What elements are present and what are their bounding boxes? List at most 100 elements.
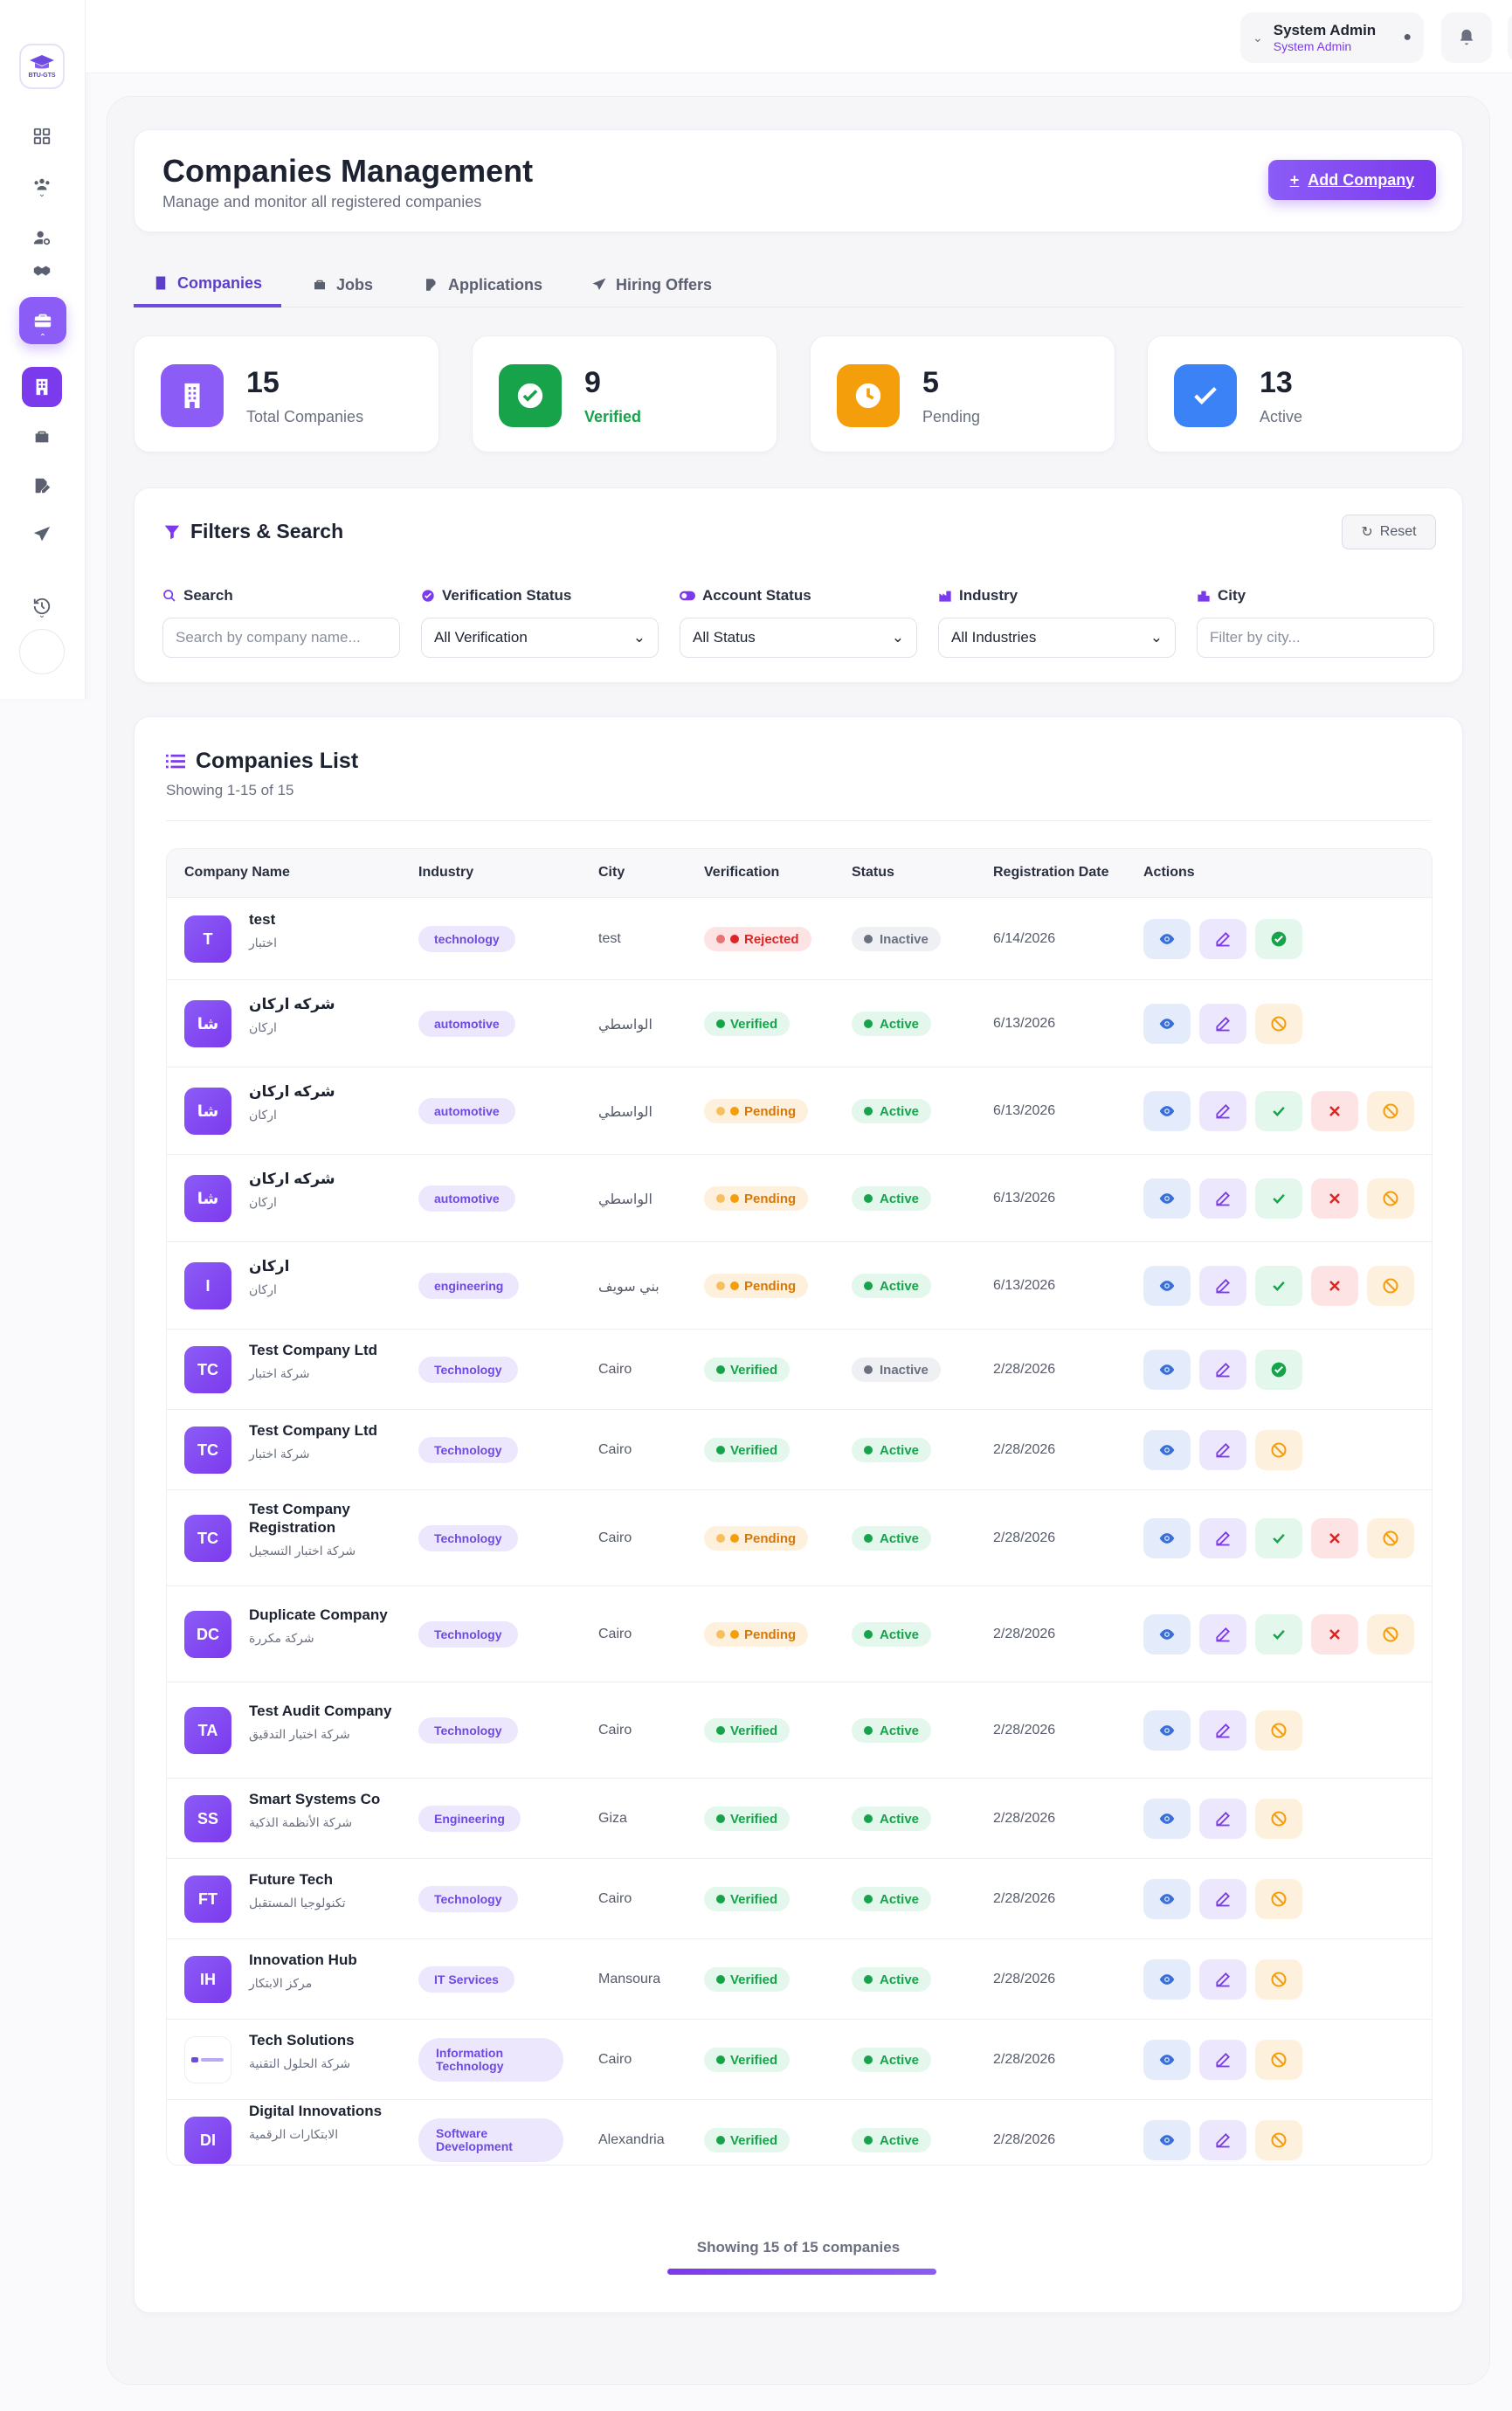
approve-button[interactable]: [1255, 1178, 1302, 1219]
view-button[interactable]: [1143, 1350, 1191, 1390]
reset-button[interactable]: ↻ Reset: [1342, 515, 1436, 549]
suspend-button[interactable]: [1367, 1178, 1414, 1219]
reject-button[interactable]: [1311, 1614, 1358, 1655]
edit-button[interactable]: [1199, 919, 1246, 959]
users-group-icon[interactable]: ⌄: [26, 169, 58, 201]
view-button[interactable]: [1143, 1004, 1191, 1044]
view-button[interactable]: [1143, 2120, 1191, 2160]
company-name[interactable]: Future Tech: [249, 1871, 334, 1888]
column-header[interactable]: Status: [852, 865, 894, 880]
company-name[interactable]: Tech Solutions: [249, 2032, 355, 2048]
paper-plane-icon[interactable]: [26, 519, 58, 550]
company-name[interactable]: Test Audit Company: [249, 1703, 392, 1719]
edit-button[interactable]: [1199, 1266, 1246, 1306]
view-button[interactable]: [1143, 1518, 1191, 1558]
account-status-select[interactable]: All Status ⌄: [680, 618, 917, 658]
edit-button[interactable]: [1199, 1430, 1246, 1470]
history-icon[interactable]: ⌄: [26, 591, 58, 622]
company-name[interactable]: شركه اركان: [249, 996, 335, 1012]
search-input[interactable]: [162, 618, 400, 658]
edit-button[interactable]: [1199, 1004, 1246, 1044]
view-button[interactable]: [1143, 1799, 1191, 1839]
view-button[interactable]: [1143, 1178, 1191, 1219]
view-button[interactable]: [1143, 1710, 1191, 1751]
reject-button[interactable]: [1311, 1266, 1358, 1306]
view-button[interactable]: [1143, 919, 1191, 959]
reject-button[interactable]: [1311, 1091, 1358, 1131]
company-name[interactable]: Test Company Registration: [249, 1501, 350, 1536]
activate-button[interactable]: [1255, 919, 1302, 959]
view-button[interactable]: [1143, 1430, 1191, 1470]
company-name[interactable]: Smart Systems Co: [249, 1791, 381, 1807]
view-button[interactable]: [1143, 1091, 1191, 1131]
user-settings-icon[interactable]: [26, 222, 58, 253]
company-name[interactable]: test: [249, 911, 276, 928]
approve-button[interactable]: [1255, 1614, 1302, 1655]
edit-button[interactable]: [1199, 1710, 1246, 1751]
edit-button[interactable]: [1199, 1518, 1246, 1558]
approve-button[interactable]: [1255, 1518, 1302, 1558]
column-header[interactable]: Industry: [418, 865, 474, 880]
company-name[interactable]: Innovation Hub: [249, 1952, 357, 1968]
handshake-icon[interactable]: [26, 255, 58, 287]
suspend-button[interactable]: [1367, 1091, 1414, 1131]
file-edit-icon[interactable]: [26, 470, 58, 501]
tab-hiring-offers[interactable]: Hiring Offers: [572, 262, 731, 307]
approve-button[interactable]: [1255, 1266, 1302, 1306]
edit-button[interactable]: [1199, 1091, 1246, 1131]
notifications-button[interactable]: [1441, 12, 1492, 63]
sidebar-toggle[interactable]: [19, 629, 65, 674]
view-button[interactable]: [1143, 1266, 1191, 1306]
briefcase-small-icon[interactable]: [26, 421, 58, 452]
edit-button[interactable]: [1199, 1959, 1246, 2000]
building-icon[interactable]: [22, 367, 62, 407]
tab-applications[interactable]: Applications: [404, 262, 562, 307]
suspend-button[interactable]: [1255, 1430, 1302, 1470]
view-button[interactable]: [1143, 2040, 1191, 2080]
company-name[interactable]: اركان: [249, 1258, 290, 1275]
column-header[interactable]: City: [598, 865, 625, 880]
company-name[interactable]: شركه اركان: [249, 1083, 335, 1100]
column-header[interactable]: Verification: [704, 865, 780, 880]
industry-select[interactable]: All Industries ⌄: [938, 618, 1176, 658]
suspend-button[interactable]: [1255, 1004, 1302, 1044]
edit-button[interactable]: [1199, 2120, 1246, 2160]
edit-button[interactable]: [1199, 1350, 1246, 1390]
verification-select[interactable]: All Verification ⌄: [421, 618, 659, 658]
add-company-button[interactable]: + Add Company: [1268, 160, 1436, 200]
edit-button[interactable]: [1199, 1799, 1246, 1839]
suspend-button[interactable]: [1255, 1959, 1302, 2000]
approve-button[interactable]: [1255, 1091, 1302, 1131]
suspend-button[interactable]: [1255, 2120, 1302, 2160]
tab-companies[interactable]: Companies: [134, 262, 282, 307]
suspend-button[interactable]: [1367, 1518, 1414, 1558]
view-button[interactable]: [1143, 1959, 1191, 2000]
edit-button[interactable]: [1199, 1614, 1246, 1655]
column-header[interactable]: Company Name: [184, 865, 290, 880]
edit-button[interactable]: [1199, 2040, 1246, 2080]
company-name[interactable]: شركه اركان: [249, 1171, 335, 1187]
dashboard-icon[interactable]: [26, 121, 58, 152]
reject-button[interactable]: [1311, 1178, 1358, 1219]
briefcase-icon[interactable]: ⌃: [19, 297, 66, 344]
company-name[interactable]: Test Company Ltd: [249, 1342, 378, 1358]
tab-jobs[interactable]: Jobs: [293, 262, 392, 307]
column-header[interactable]: Registration Date: [993, 865, 1109, 880]
activate-button[interactable]: [1255, 1350, 1302, 1390]
suspend-button[interactable]: [1255, 1799, 1302, 1839]
company-name[interactable]: Test Company Ltd: [249, 1422, 378, 1439]
reject-button[interactable]: [1311, 1518, 1358, 1558]
user-menu[interactable]: ⌄ System Admin System Admin ●: [1240, 12, 1424, 63]
suspend-button[interactable]: [1255, 2040, 1302, 2080]
suspend-button[interactable]: [1367, 1614, 1414, 1655]
app-logo[interactable]: BTU-GTS: [19, 44, 65, 89]
edit-button[interactable]: [1199, 1178, 1246, 1219]
city-input[interactable]: [1197, 618, 1434, 658]
suspend-button[interactable]: [1367, 1266, 1414, 1306]
edit-button[interactable]: [1199, 1879, 1246, 1919]
company-name[interactable]: Duplicate Company: [249, 1606, 388, 1623]
company-name[interactable]: Digital Innovations: [249, 2103, 383, 2119]
suspend-button[interactable]: [1255, 1879, 1302, 1919]
suspend-button[interactable]: [1255, 1710, 1302, 1751]
view-button[interactable]: [1143, 1879, 1191, 1919]
